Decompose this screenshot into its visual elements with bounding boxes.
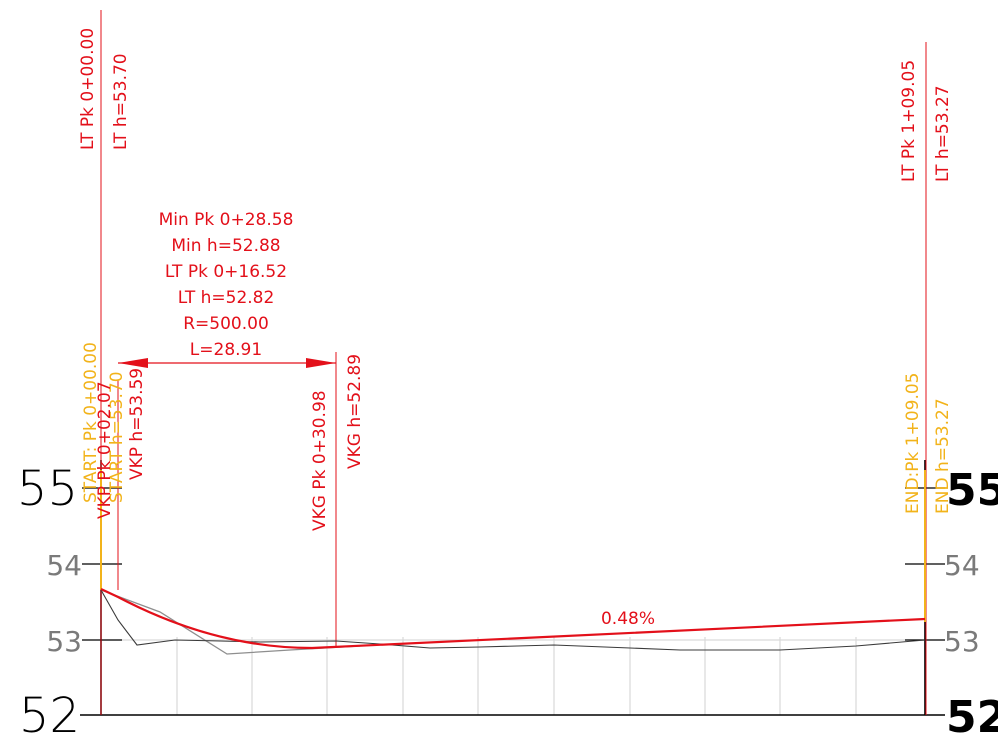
min-pk-label: Min Pk 0+28.58 — [159, 210, 294, 230]
start-h-label: START h=53.70 — [107, 371, 127, 503]
lt-pk-label: LT Pk 0+16.52 — [165, 262, 287, 282]
axis-left-55: 55 — [17, 461, 78, 517]
vkg-pk-label: VKG Pk 0+30.98 — [310, 390, 330, 531]
vkg-h-label: VKG h=52.89 — [345, 354, 365, 469]
lt-h-label: LT h=52.82 — [178, 288, 275, 308]
grade-label: 0.48% — [601, 609, 655, 629]
axis-left-53: 53 — [46, 625, 82, 658]
axis-right-52: 52 — [946, 692, 998, 738]
design-line — [100, 588, 926, 650]
elevation-ticks — [82, 487, 945, 641]
axis-right-54: 54 — [944, 549, 980, 582]
end-h-label: END h=53.27 — [933, 398, 953, 514]
vkp-pk-label: VKP Pk 0+02.07 — [95, 381, 115, 519]
axis-left-52: 52 — [19, 688, 80, 738]
ground-line — [100, 589, 926, 651]
lt-start-h-label: LT h=53.70 — [111, 53, 131, 150]
axis-right-55: 55 — [946, 465, 998, 516]
lt-end-h-label: LT h=53.27 — [933, 85, 953, 182]
start-pk-label: START: Pk 0+00.00 — [81, 342, 101, 503]
length-label: L=28.91 — [190, 340, 262, 360]
dimension-arrow-left — [118, 358, 148, 368]
end-pk-label: END:Pk 1+09.05 — [903, 372, 923, 514]
vkp-h-label: VKP h=53.59 — [127, 368, 147, 480]
dimension-arrow-right — [306, 358, 336, 368]
axis-right-53: 53 — [944, 625, 980, 658]
profile-frame — [80, 460, 945, 716]
min-h-label: Min h=52.88 — [171, 236, 280, 256]
lt-end-pk-label: LT Pk 1+09.05 — [899, 60, 919, 182]
curve-annotation: Min Pk 0+28.58 Min h=52.88 LT Pk 0+16.52… — [159, 210, 294, 360]
axis-left-54: 54 — [46, 549, 82, 582]
grid-verticals — [176, 637, 857, 715]
curve-length-dimension — [118, 358, 336, 368]
lt-start-pk-label: LT Pk 0+00.00 — [78, 28, 98, 150]
radius-label: R=500.00 — [183, 314, 269, 334]
